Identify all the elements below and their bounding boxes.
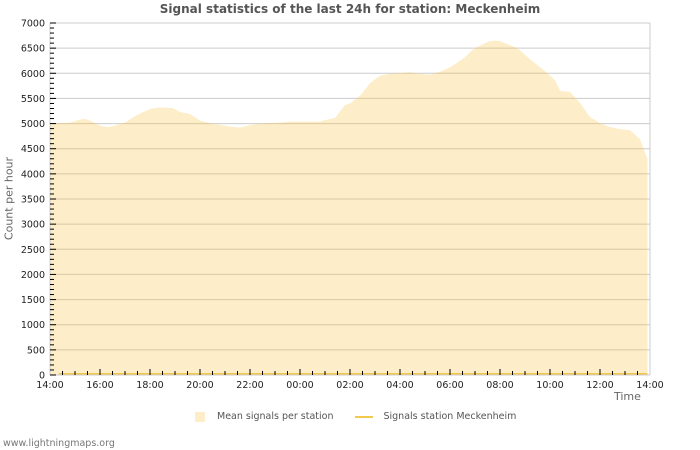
footer-credit: www.lightningmaps.org [3, 438, 115, 449]
svg-text:02:00: 02:00 [336, 380, 363, 391]
legend-label-mean: Mean signals per station [217, 411, 334, 422]
area-swatch-icon [195, 411, 205, 422]
legend-item-station[interactable]: Signals station Meckenheim [355, 411, 516, 422]
svg-text:08:00: 08:00 [486, 380, 513, 391]
svg-text:14:00: 14:00 [36, 380, 63, 391]
x-axis-ticks: 14:00 16:00 18:00 20:00 22:00 00:00 02:00 04:00… [36, 369, 664, 391]
svg-text:7000: 7000 [21, 19, 45, 30]
y-axis-ticks: 0 500 1000 1500 2000 2500 3000 3500 4000 4500 5000… [21, 19, 56, 382]
svg-text:10:00: 10:00 [536, 380, 563, 391]
svg-text:4500: 4500 [21, 144, 45, 155]
svg-text:2000: 2000 [21, 270, 45, 281]
svg-text:5500: 5500 [21, 94, 45, 105]
svg-text:22:00: 22:00 [236, 380, 263, 391]
chart-title: Signal statistics of the last 24h for st… [159, 2, 541, 16]
svg-text:1000: 1000 [21, 320, 45, 331]
svg-text:20:00: 20:00 [186, 380, 213, 391]
mean-signals-area [50, 40, 648, 375]
line-swatch-icon [355, 415, 374, 418]
svg-text:6000: 6000 [21, 69, 45, 80]
legend: Mean signals per station Signals station… [195, 411, 538, 422]
svg-text:18:00: 18:00 [136, 380, 163, 391]
svg-text:3500: 3500 [21, 195, 45, 206]
svg-text:2500: 2500 [21, 245, 45, 256]
svg-text:04:00: 04:00 [386, 380, 413, 391]
svg-text:12:00: 12:00 [586, 380, 613, 391]
svg-text:500: 500 [27, 345, 45, 356]
legend-label-station: Signals station Meckenheim [383, 411, 517, 422]
svg-text:0: 0 [39, 371, 45, 382]
svg-text:5000: 5000 [21, 119, 45, 130]
legend-item-mean[interactable]: Mean signals per station [195, 411, 333, 422]
x-axis-label: Time [614, 390, 641, 403]
svg-text:14:00: 14:00 [636, 380, 663, 391]
svg-text:16:00: 16:00 [86, 380, 113, 391]
svg-text:06:00: 06:00 [436, 380, 463, 391]
svg-text:00:00: 00:00 [286, 380, 313, 391]
svg-text:4000: 4000 [21, 169, 45, 180]
svg-text:6500: 6500 [21, 44, 45, 55]
svg-text:1500: 1500 [21, 295, 45, 306]
svg-text:3000: 3000 [21, 220, 45, 231]
